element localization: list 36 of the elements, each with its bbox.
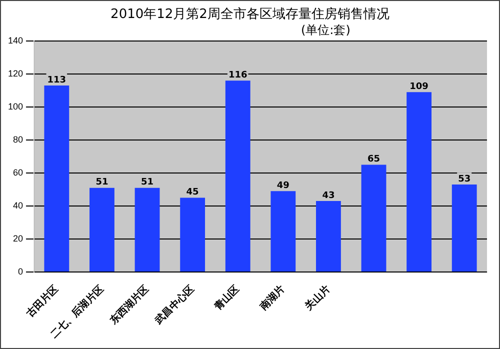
x-tick-label: 武昌中心区 <box>152 282 197 328</box>
bar <box>225 80 250 272</box>
bar <box>44 86 70 272</box>
data-label: 51 <box>96 178 108 188</box>
y-tick-label: 40 <box>13 200 24 210</box>
bar <box>452 184 477 272</box>
y-tick-label: 80 <box>13 134 24 144</box>
x-tick-label: 关山片 <box>302 282 333 314</box>
chart-title: 2010年12月第2周全市各区域存量住房销售情况 <box>110 6 390 23</box>
bar <box>361 164 386 272</box>
x-tick-label: 青山区 <box>212 282 242 314</box>
x-tick-label: 东西湖片区 <box>106 282 152 328</box>
data-label: 109 <box>410 82 428 92</box>
y-tick-label: 120 <box>8 68 24 78</box>
data-label: 49 <box>276 181 290 192</box>
x-tick-label: 南湖片 <box>256 282 288 314</box>
y-tick-label: 0 <box>18 266 24 276</box>
y-tick-label: 60 <box>13 167 24 178</box>
bar <box>90 188 114 272</box>
data-label: 53 <box>458 174 471 184</box>
bar <box>406 92 432 272</box>
data-label: 65 <box>367 154 380 165</box>
y-tick-label: 20 <box>13 234 24 244</box>
y-tick-label: 100 <box>8 101 24 112</box>
data-label: 116 <box>228 70 248 80</box>
bar <box>316 201 341 272</box>
x-tick-label: 古田片区 <box>23 282 61 320</box>
bar <box>134 188 160 272</box>
data-label: 45 <box>186 188 199 198</box>
y-tick-label: 140 <box>8 35 24 46</box>
data-label: 43 <box>322 190 335 201</box>
chart-subtitle: (单位:套) <box>301 22 350 39</box>
bar <box>180 198 206 272</box>
data-label: 51 <box>140 178 154 188</box>
bar <box>270 191 296 272</box>
data-label: 113 <box>47 75 66 86</box>
